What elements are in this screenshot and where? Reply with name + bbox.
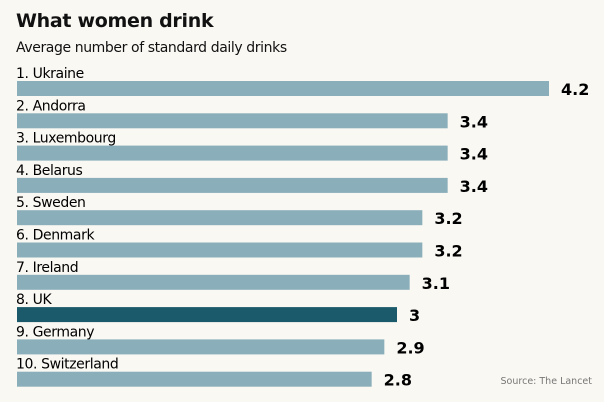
value-label: 2.8 [384,371,412,390]
category-label: 10. Switzerland [16,357,118,373]
value-label: 4.2 [561,80,589,99]
category-label: 2. Andorra [16,98,86,114]
category-label: 1. Ukraine [16,66,84,82]
bar [17,145,448,161]
value-label: 3.2 [434,242,462,261]
bar [17,81,549,96]
bar [17,242,423,258]
category-label: 5. Sweden [16,195,86,211]
category-label: 9. Germany [16,324,94,340]
category-label: 7. Ireland [16,260,78,276]
bar [17,339,385,355]
bar [17,113,448,129]
category-label: 4. Belarus [16,163,83,179]
value-label: 2.9 [396,338,424,357]
value-label: 3.1 [422,274,450,293]
chart-subtitle: Average number of standard daily drinks [16,40,287,56]
category-label: 3. Luxembourg [16,131,116,147]
bar [17,371,372,387]
category-label: 6. Denmark [16,228,95,244]
value-label: 3.4 [460,112,488,131]
value-label: 3.2 [434,209,462,228]
value-label: 3 [409,306,420,325]
bar [17,274,410,290]
bar [17,210,423,226]
bar [17,307,397,323]
category-label: 8. UK [16,292,52,308]
value-label: 3.4 [460,145,488,164]
source-note: Source: The Lancet [500,376,592,387]
bar [17,177,448,193]
chart-title: What women drink [16,10,214,32]
value-label: 3.4 [460,177,488,196]
